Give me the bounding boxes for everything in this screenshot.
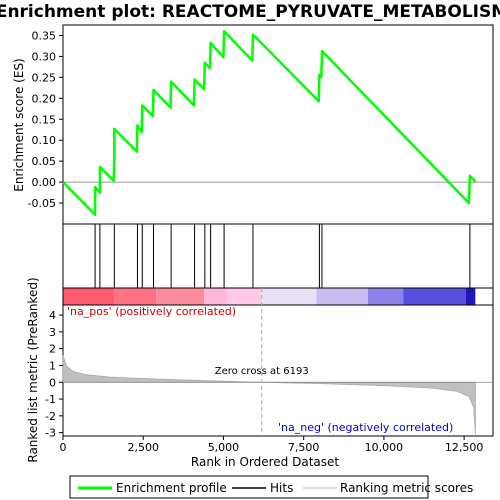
heatmap-segment — [367, 288, 404, 305]
legend: Enrichment profile Hits Ranking metric s… — [69, 475, 473, 499]
metric-y-tick-label: -2 — [45, 410, 56, 423]
heatmap-segment — [114, 288, 157, 305]
x-tick-label: 7,500 — [288, 441, 320, 454]
heatmap-segment — [403, 288, 466, 305]
positive-correlation-label: 'na_pos' (positively correlated) — [67, 305, 236, 318]
hits-frame — [62, 223, 494, 289]
heatmap-segment — [465, 288, 476, 305]
legend-box — [69, 475, 429, 499]
metric-y-tick-label: 2 — [49, 343, 56, 356]
es-y-axis-label: Enrichment score (ES) — [12, 58, 26, 191]
x-tick-label: 12,500 — [445, 441, 484, 454]
metric-y-tick-label: 1 — [49, 359, 56, 372]
hits-panel — [62, 223, 494, 289]
legend-metric-label: Ranking metric scores — [340, 481, 473, 495]
negative-correlation-label: 'na_neg' (negatively correlated) — [278, 421, 453, 434]
ranking-metric-area — [62, 355, 476, 435]
x-tick-label: 2,500 — [127, 441, 159, 454]
heatmap-segment — [63, 288, 115, 305]
metric-y-tick-label: 4 — [49, 309, 56, 322]
x-tick-label: 0 — [60, 441, 67, 454]
es-y-tick-label: 0.20 — [32, 92, 57, 105]
es-y-tick-label: -0.05 — [28, 197, 56, 210]
ranked-metric-panel: -3 -2 -1 0 1 2 3 4 'na_pos' (positively correlat… — [45, 288, 494, 454]
metric-y-tick-label: 3 — [49, 326, 56, 339]
x-axis-label: Rank in Ordered Dataset — [191, 455, 339, 469]
es-plot-frame — [62, 24, 494, 225]
enrichment-score-panel: -0.05 0.00 0.05 0.10 0.15 0.20 0.25 0.30 0.35 — [28, 24, 494, 225]
metric-y-tick-label: -1 — [45, 393, 56, 406]
heatmap-segment — [226, 288, 262, 305]
x-tick-label: 10,000 — [365, 441, 404, 454]
es-y-tick-label: 0.15 — [32, 113, 57, 126]
metric-y-axis-label: Ranked list metric (PreRanked) — [26, 277, 40, 462]
es-y-tick-label: 0.30 — [32, 50, 57, 63]
plot-title: Enrichment plot: REACTOME_PYRUVATE_METAB… — [0, 2, 500, 22]
legend-hits-label: Hits — [270, 481, 293, 495]
es-y-tick-label: 0.35 — [32, 29, 57, 42]
es-y-tick-label: 0.10 — [32, 134, 57, 147]
enrichment-profile-line — [62, 30, 477, 217]
heatmap-segment — [204, 288, 227, 305]
zero-cross-label: Zero cross at 6193 — [215, 366, 309, 377]
es-y-tick-label: 0.00 — [32, 176, 57, 189]
metric-y-tick-label: -3 — [45, 427, 56, 440]
heatmap-segment — [261, 288, 317, 305]
heatmap-segment — [316, 288, 368, 305]
x-tick-label: 5,000 — [208, 441, 240, 454]
ranking-heatmap-bar — [62, 287, 494, 306]
heatmap-segment — [156, 288, 205, 305]
legend-enrichment-label: Enrichment profile — [116, 481, 227, 495]
es-y-tick-label: 0.05 — [32, 155, 57, 168]
metric-y-tick-label: 0 — [49, 376, 56, 389]
es-y-tick-label: 0.25 — [32, 71, 57, 84]
